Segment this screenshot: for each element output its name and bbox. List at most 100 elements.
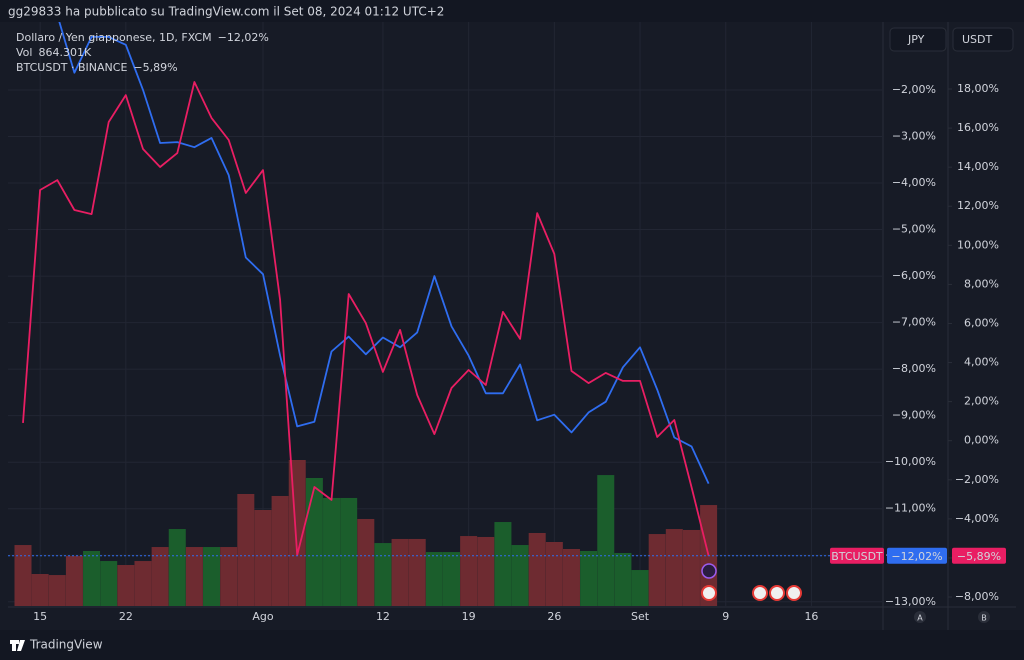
unit-button[interactable] <box>952 27 1014 52</box>
event-icon[interactable] <box>769 585 785 601</box>
volume-bar <box>168 529 186 606</box>
scale-tag <box>887 547 947 564</box>
y2-tick-label: −4,00% <box>955 512 999 525</box>
volume-bar <box>220 547 238 606</box>
y-tick-label: −8,00% <box>892 362 936 375</box>
x-tick-label: 12 <box>376 610 390 623</box>
y-tick-label: −13,00% <box>885 595 936 608</box>
x-tick-label: 19 <box>462 610 476 623</box>
volume-bar <box>408 538 426 606</box>
legend-change: −5,89% <box>133 61 177 74</box>
volume-bar <box>305 477 323 606</box>
y2-tick-label: 10,00% <box>957 238 999 251</box>
legend-name: Vol <box>16 46 32 59</box>
event-icon[interactable] <box>786 585 802 601</box>
volume-bar <box>271 495 289 606</box>
scale-mark[interactable]: A <box>917 614 923 623</box>
volume-bar <box>134 561 152 606</box>
unit-button[interactable] <box>889 27 947 52</box>
x-tick-label: Ago <box>252 610 274 623</box>
event-icon[interactable] <box>752 585 768 601</box>
volume-bar <box>494 522 512 606</box>
event-icon[interactable] <box>701 585 717 601</box>
volume-bar <box>528 533 546 606</box>
volume-bar <box>65 556 83 606</box>
scale-mark-bg[interactable] <box>914 611 926 623</box>
y2-tick-label: 18,00% <box>957 82 999 95</box>
header: gg29833 ha pubblicato su TradingView.com… <box>8 5 444 19</box>
y2-tick-label: −2,00% <box>955 473 999 486</box>
volume-bar <box>203 547 221 606</box>
events <box>701 563 802 601</box>
volume-bar <box>614 552 632 606</box>
scale-mark-bg[interactable] <box>978 611 990 623</box>
x-tick-label: Set <box>631 610 650 623</box>
y2-tick-label: 0,00% <box>964 434 999 447</box>
y2-tick-label: 8,00% <box>964 277 999 290</box>
volume-bar <box>83 550 101 606</box>
volume-bar <box>151 547 169 606</box>
y-tick-label: −4,00% <box>892 176 936 189</box>
scale-tag-label: BTCUSDT <box>831 550 883 563</box>
brand: TradingView <box>29 638 103 652</box>
volume-bar <box>545 541 563 606</box>
x-tick-label: 9 <box>722 610 729 623</box>
volume-bar <box>665 529 683 606</box>
y2-tick-label: 16,00% <box>957 121 999 134</box>
x-tick-label: 15 <box>33 610 47 623</box>
plot <box>8 22 882 606</box>
scale-tag-label: −12,02% <box>891 550 942 563</box>
volume-bar <box>237 493 255 606</box>
legend-name: BTCUSDT · BINANCE <box>16 61 127 74</box>
y2-tick-label: 6,00% <box>964 316 999 329</box>
y-tick-label: −7,00% <box>892 316 936 329</box>
volume-bar <box>477 536 495 606</box>
y2-tick-label: 4,00% <box>964 356 999 369</box>
volume-bar <box>48 575 66 606</box>
volume-bar <box>562 549 580 606</box>
y2-tick-label: 14,00% <box>957 160 999 173</box>
y2-tick-label: 2,00% <box>964 395 999 408</box>
y2-unit[interactable]: USDT <box>962 33 993 46</box>
volume-bar <box>100 561 118 606</box>
x-tick-label: 22 <box>119 610 133 623</box>
volume-bar <box>648 534 666 606</box>
legend-value: 864.301K <box>38 46 91 59</box>
volume-bar <box>254 509 272 606</box>
legend-change: −12,02% <box>218 31 269 44</box>
volume-bar <box>682 529 700 606</box>
scale-tag <box>952 547 1006 564</box>
x-tick-label: 16 <box>804 610 818 623</box>
y-tick-label: −11,00% <box>885 502 936 515</box>
volume-bar <box>117 565 135 606</box>
y-tick-label: −5,00% <box>892 223 936 236</box>
y-unit[interactable]: JPY <box>907 33 925 46</box>
volume-bar <box>374 543 392 606</box>
series-line <box>22 81 710 557</box>
volume-bar <box>631 570 649 606</box>
x-tick-label: 26 <box>547 610 561 623</box>
volume-bar <box>425 552 443 606</box>
volume-bar <box>14 545 32 606</box>
volume-bar <box>580 550 598 606</box>
y2-tick-label: 12,00% <box>957 199 999 212</box>
y-tick-label: −2,00% <box>892 83 936 96</box>
volume-bar <box>460 536 478 606</box>
volume-bar <box>443 552 460 606</box>
event-icon[interactable] <box>701 563 717 579</box>
y2-tick-label: −8,00% <box>955 590 999 603</box>
scale-mark[interactable]: B <box>981 614 987 623</box>
volume-bar <box>511 545 529 606</box>
volume-bar <box>597 475 615 606</box>
y-tick-label: −6,00% <box>892 269 936 282</box>
y-tick-label: −9,00% <box>892 409 936 422</box>
volume-bar <box>357 518 375 606</box>
y-tick-label: −10,00% <box>885 455 936 468</box>
legend-name: Dollaro / Yen giapponese, 1D, FXCM <box>16 31 212 44</box>
scale-tag-label: −5,89% <box>957 550 1001 563</box>
y-tick-label: −3,00% <box>892 129 936 142</box>
volume-bar <box>391 538 409 606</box>
volume-bar <box>340 497 358 606</box>
